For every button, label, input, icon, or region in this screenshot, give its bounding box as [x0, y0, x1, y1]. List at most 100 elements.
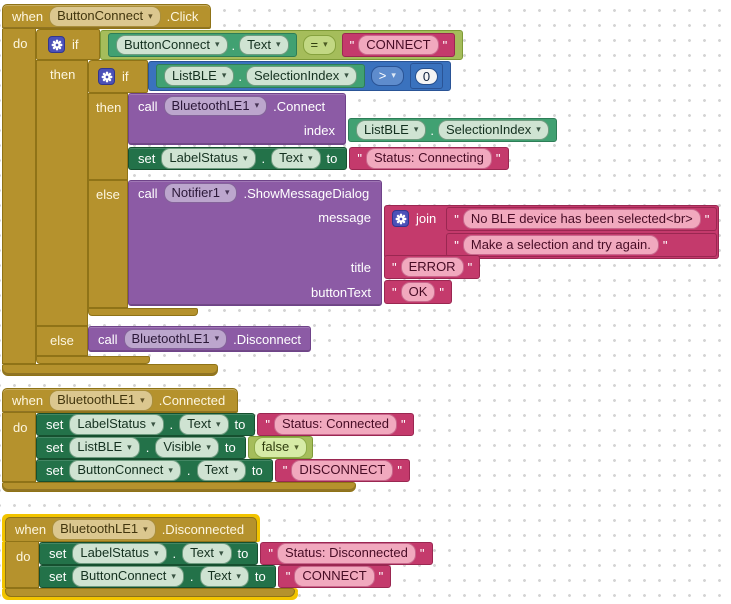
number-value[interactable]: 0: [414, 67, 439, 85]
component-dropdown[interactable]: ButtonConnect ▾: [69, 460, 181, 481]
set-block[interactable]: set ListBLE ▾ . Visible ▾ to: [36, 436, 246, 459]
if-block-inner[interactable]: if ListBLE ▾ .: [88, 60, 720, 316]
event-header[interactable]: when BluetoothLE1 ▾ .Disconnected: [5, 517, 258, 542]
property-dropdown[interactable]: Text ▾: [196, 460, 246, 481]
component-dropdown[interactable]: LabelStatus ▾: [69, 414, 164, 435]
number-block[interactable]: 0: [409, 63, 444, 89]
operator-dropdown[interactable]: > ▾: [370, 65, 404, 87]
string-value[interactable]: No BLE device has been selected<br>: [462, 208, 701, 230]
component-dropdown[interactable]: ButtonConnect ▾: [116, 34, 228, 56]
method-name-label: .Disconnect: [233, 331, 302, 347]
component-dropdown[interactable]: BluetoothLE1 ▾: [49, 390, 153, 411]
dropdown-arrow-icon: ▾: [308, 152, 313, 163]
when-bluetoothle1-connected-block[interactable]: when BluetoothLE1 ▾ .Connected do set La…: [2, 388, 414, 492]
set-block[interactable]: set LabelStatus ▾ . Text ▾ to: [36, 413, 256, 436]
param-label-message: message: [318, 210, 371, 225]
text-string-block[interactable]: " CONNECT ": [341, 33, 456, 57]
set-block[interactable]: set LabelStatus ▾ . Text ▾ to: [39, 542, 259, 565]
set-block[interactable]: set LabelStatus ▾ . Tex: [128, 147, 348, 170]
set-buttonconnect-text-row[interactable]: set ButtonConnect ▾ . Text ▾ to ": [39, 565, 392, 588]
text-string-block[interactable]: " Status: Disconnected ": [260, 542, 433, 565]
param-label-buttontext: buttonText: [311, 285, 371, 300]
component-dropdown[interactable]: BluetoothLE1 ▾: [52, 519, 156, 540]
text-string-block[interactable]: " DISCONNECT ": [274, 459, 410, 482]
mutator-gear-icon[interactable]: [392, 210, 409, 227]
text-string-block[interactable]: " Status: Connecting ": [349, 147, 509, 170]
greater-than-compare-block[interactable]: ListBLE ▾ . SelectionIndex ▾: [148, 61, 452, 91]
set-block[interactable]: set ButtonConnect ▾ . Text ▾ to: [39, 565, 276, 588]
dot-separator: .: [231, 37, 236, 53]
event-header[interactable]: when BluetoothLE1 ▾ .Connected: [2, 388, 239, 413]
mutator-gear-icon[interactable]: [98, 68, 115, 85]
dropdown-arrow-icon: ▾: [276, 39, 281, 50]
string-value[interactable]: CONNECT: [294, 566, 375, 587]
string-value[interactable]: Status: Connecting: [366, 148, 492, 169]
set-block[interactable]: set ButtonConnect ▾ . Text ▾ to: [36, 459, 273, 482]
component-dropdown[interactable]: ButtonConnect ▾: [72, 566, 184, 587]
call-label: call: [138, 98, 158, 114]
getter-listble-selectionindex[interactable]: ListBLE ▾ . SelectionIndex ▾: [156, 64, 365, 88]
text-string-block[interactable]: " OK ": [384, 280, 453, 304]
event-header[interactable]: when ButtonConnect ▾ .Click: [2, 4, 212, 29]
component-dropdown[interactable]: Notifier1 ▾: [163, 182, 238, 204]
call-notifier1-showmessagedialog-block[interactable]: call Notifier1 ▾ .ShowMessageDialog: [128, 180, 720, 306]
text-string-block[interactable]: " ERROR ": [384, 255, 481, 279]
when-bluetoothle1-disconnected-block[interactable]: when BluetoothLE1 ▾ .Disconnected do set…: [5, 517, 433, 597]
set-listble-visible-row[interactable]: set ListBLE ▾ . Visible ▾ to: [36, 436, 313, 459]
component-dropdown[interactable]: BluetoothLE1 ▾: [163, 95, 268, 117]
set-labelstatus-text-row[interactable]: set LabelStatus ▾ . Text ▾ to ": [36, 413, 414, 436]
getter-buttonconnect-text[interactable]: ButtonConnect ▾ . Text ▾: [108, 33, 297, 57]
component-dropdown[interactable]: ListBLE ▾: [356, 119, 427, 141]
property-dropdown[interactable]: SelectionIndex ▾: [245, 65, 357, 87]
component-dropdown[interactable]: LabelStatus ▾: [161, 148, 256, 169]
string-value[interactable]: ERROR: [400, 256, 464, 278]
set-buttonconnect-text-row[interactable]: set ButtonConnect ▾ . Text ▾ to ": [36, 459, 410, 482]
property-dropdown[interactable]: Text ▾: [199, 566, 249, 587]
set-labelstatus-text-row[interactable]: set LabelStatus ▾ . Tex: [128, 147, 509, 170]
property-dropdown[interactable]: Text ▾: [239, 34, 289, 56]
component-dropdown[interactable]: ButtonConnect ▾: [49, 6, 161, 27]
set-labelstatus-text-row[interactable]: set LabelStatus ▾ . Text ▾ to ": [39, 542, 433, 565]
text-string-block[interactable]: " No BLE device has been selected<br> ": [446, 207, 718, 231]
logic-false-block[interactable]: false ▾: [247, 436, 313, 459]
property-dropdown[interactable]: SelectionIndex ▾: [437, 119, 549, 141]
property-dropdown[interactable]: Text ▾: [182, 543, 232, 564]
text-string-block[interactable]: " Status: Connected ": [257, 413, 414, 436]
property-dropdown[interactable]: Text ▾: [271, 148, 321, 169]
component-dropdown[interactable]: BluetoothLE1 ▾: [123, 328, 228, 350]
equals-compare-block[interactable]: ButtonConnect ▾ . Text ▾ =: [100, 30, 464, 60]
when-label: when: [15, 522, 47, 537]
property-dropdown[interactable]: Text ▾: [179, 414, 229, 435]
property-dropdown[interactable]: Visible ▾: [155, 437, 219, 458]
operator-dropdown[interactable]: = ▾: [302, 34, 336, 56]
string-value[interactable]: Make a selection and try again.: [462, 234, 659, 256]
getter-listble-selectionindex[interactable]: ListBLE ▾ . SelectionIndex: [348, 118, 557, 142]
text-string-block[interactable]: " Make a selection and try again. ": [446, 233, 718, 257]
dropdown-arrow-icon: ▾: [221, 70, 227, 81]
if-block-outer[interactable]: if ButtonConnect ▾ . Text: [36, 29, 720, 364]
component-dropdown[interactable]: ListBLE ▾: [69, 437, 140, 458]
text-string-block[interactable]: " CONNECT ": [277, 565, 392, 588]
if-header: if: [88, 60, 148, 93]
string-value[interactable]: CONNECT: [358, 34, 439, 56]
string-value[interactable]: Status: Connected: [274, 414, 397, 435]
logic-value-dropdown[interactable]: false ▾: [253, 437, 307, 458]
call-bluetoothle1-disconnect-block[interactable]: call BluetoothLE1 ▾ .Disconnect: [88, 326, 312, 352]
string-value[interactable]: OK: [400, 281, 436, 303]
mutator-gear-icon[interactable]: [48, 36, 65, 53]
dropdown-arrow-icon: ▾: [254, 100, 260, 111]
call-bluetoothle1-connect-block[interactable]: call BluetoothLE1 ▾ .Connect: [128, 93, 557, 145]
component-dropdown[interactable]: LabelStatus ▾: [72, 543, 167, 564]
dropdown-arrow-icon: ▾: [243, 152, 248, 163]
dot-separator: .: [169, 417, 174, 432]
dropdown-arrow-icon: ▾: [536, 124, 541, 135]
if-block-footer: [36, 356, 150, 364]
join-text-block[interactable]: join " No BLE device has been selected<b…: [384, 205, 720, 259]
when-label: when: [12, 9, 44, 24]
event-block-footer: [2, 364, 218, 376]
when-buttonconnect-click-block[interactable]: when ButtonConnect ▾ .Click do if: [2, 4, 720, 376]
component-dropdown[interactable]: ListBLE ▾: [164, 65, 235, 87]
string-value[interactable]: Status: Disconnected: [277, 543, 416, 564]
string-value[interactable]: DISCONNECT: [291, 460, 394, 481]
